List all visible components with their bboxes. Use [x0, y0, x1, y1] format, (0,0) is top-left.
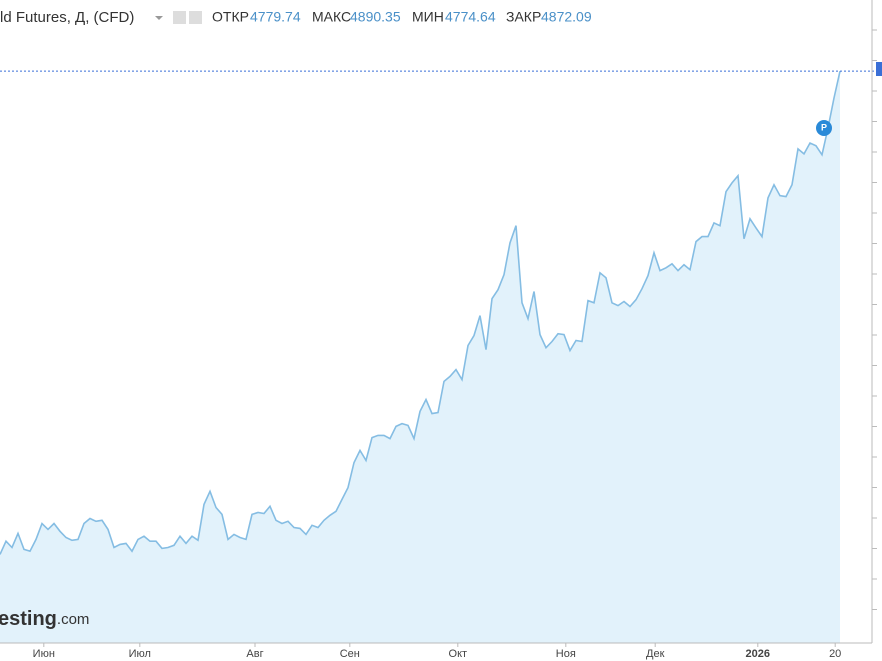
x-tick-label: 2026	[746, 648, 770, 660]
right-axis-ticks	[872, 29, 877, 610]
icon[interactable]	[173, 11, 186, 24]
x-tick-label: Ноя	[556, 648, 576, 660]
x-tick-label: Июл	[129, 648, 151, 660]
watermark-brand: esting	[0, 608, 57, 630]
event-marker-label: P	[821, 122, 827, 132]
open-value: 4779.74	[250, 9, 301, 25]
chart-title: ld Futures, Д, (CFD)	[0, 9, 134, 26]
price-tag	[876, 62, 882, 76]
watermark: esting.com	[0, 608, 89, 630]
x-tick-label: 20	[829, 648, 841, 660]
x-tick-label: Окт	[449, 648, 468, 660]
plot-area	[0, 70, 876, 643]
area-fill	[0, 71, 840, 643]
high-value: 4890.35	[350, 9, 401, 25]
watermark-suffix: .com	[57, 611, 90, 628]
x-tick-label: Сен	[340, 648, 360, 660]
high-label: МАКС	[312, 9, 351, 25]
icon[interactable]	[189, 11, 202, 24]
open-label: ОТКР	[212, 9, 249, 25]
event-marker[interactable]	[816, 120, 832, 136]
dropdown-arrow[interactable]	[155, 16, 163, 20]
low-label: МИН	[412, 9, 444, 25]
x-tick-label: Июн	[33, 648, 55, 660]
x-tick-label: Авг	[246, 648, 263, 660]
price-line	[0, 71, 841, 555]
close-value: 4872.09	[541, 9, 592, 25]
x-tick-label: Дек	[646, 648, 665, 660]
close-label: ЗАКР	[506, 9, 541, 25]
low-value: 4774.64	[445, 9, 496, 25]
